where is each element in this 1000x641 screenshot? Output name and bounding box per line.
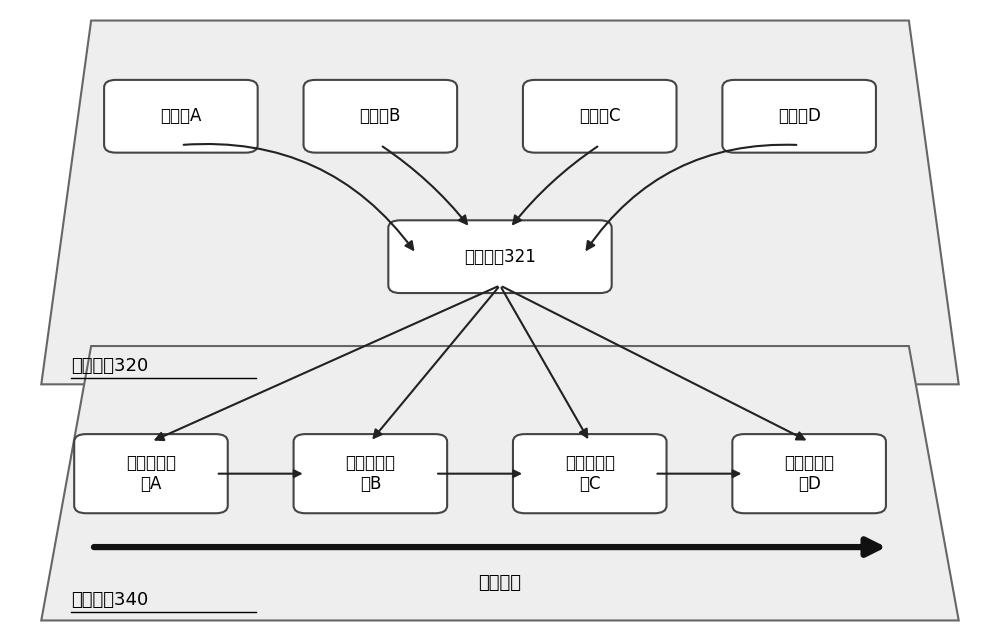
- FancyBboxPatch shape: [513, 434, 667, 513]
- Text: 控制平面320: 控制平面320: [71, 357, 148, 375]
- FancyBboxPatch shape: [722, 80, 876, 153]
- Polygon shape: [41, 21, 959, 385]
- Text: 控制器A: 控制器A: [160, 107, 202, 125]
- FancyBboxPatch shape: [523, 80, 677, 153]
- Text: 物理转发设
备A: 物理转发设 备A: [126, 454, 176, 493]
- Text: 物理转发设
备D: 物理转发设 备D: [784, 454, 834, 493]
- Text: 物理转发设
备C: 物理转发设 备C: [565, 454, 615, 493]
- FancyBboxPatch shape: [104, 80, 258, 153]
- FancyBboxPatch shape: [304, 80, 457, 153]
- FancyBboxPatch shape: [732, 434, 886, 513]
- FancyBboxPatch shape: [74, 434, 228, 513]
- Text: 流量方向: 流量方向: [479, 574, 522, 592]
- Text: 控制器B: 控制器B: [360, 107, 401, 125]
- Text: 控制器D: 控制器D: [778, 107, 821, 125]
- FancyBboxPatch shape: [388, 221, 612, 293]
- Text: 转发平面340: 转发平面340: [71, 591, 148, 609]
- FancyBboxPatch shape: [294, 434, 447, 513]
- Polygon shape: [41, 346, 959, 620]
- Text: 控制器C: 控制器C: [579, 107, 620, 125]
- Text: 物理转发设
备B: 物理转发设 备B: [345, 454, 395, 493]
- Text: 网络设备321: 网络设备321: [464, 247, 536, 265]
